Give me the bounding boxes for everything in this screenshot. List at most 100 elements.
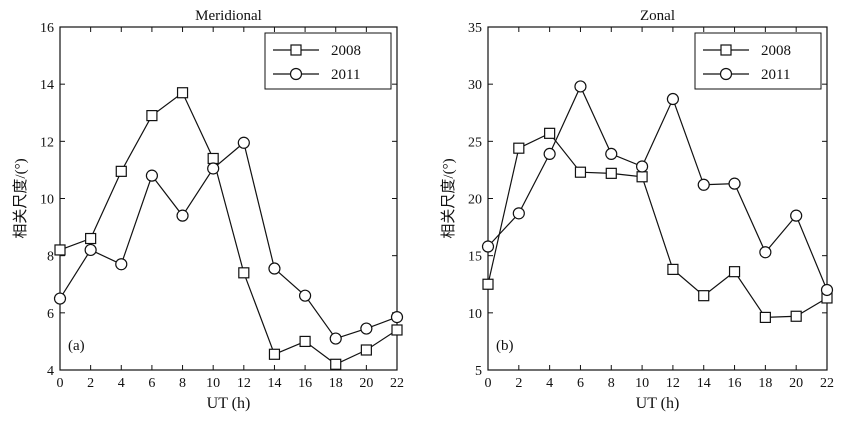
zonal-legend-label: 2008 <box>761 43 791 59</box>
zonal-y-tick-label: 20 <box>468 193 482 208</box>
meridional-x-tick-label: 22 <box>390 376 404 391</box>
zonal-series-2008-point <box>698 290 710 302</box>
zonal-series-2011-point <box>759 246 772 259</box>
meridional-series-2011-point <box>390 311 404 324</box>
meridional-series-2011-point <box>115 258 128 271</box>
meridional-x-tick-label: 14 <box>267 376 281 391</box>
meridional-series-2011-point <box>145 169 159 182</box>
zonal-series-2008-point <box>513 142 525 154</box>
meridional-x-tick-label: 0 <box>57 376 64 391</box>
zonal-x-tick-label: 8 <box>608 376 615 391</box>
meridional-series-2011-point <box>360 322 373 335</box>
zonal-x-tick-label: 18 <box>758 376 772 391</box>
meridional-series-2008-point <box>115 165 127 177</box>
zonal-series-2011-point <box>820 283 834 297</box>
meridional-y-tick-label: 6 <box>47 307 54 322</box>
meridional-series-2008-point <box>330 358 342 370</box>
meridional-legend: 2008 2011 <box>264 32 392 90</box>
zonal-series-2008-point <box>759 311 771 324</box>
meridional-legend-label: 2008 <box>331 43 361 59</box>
meridional-legend-swatch-marker <box>290 44 302 56</box>
meridional-ylabel: 相关尺度/(°) <box>12 158 29 238</box>
zonal-series-2011-line <box>487 85 828 291</box>
zonal-x-tick-label: 16 <box>728 376 742 391</box>
zonal-series-2011-point <box>728 177 741 190</box>
zonal-y-tick-label: 25 <box>468 135 482 150</box>
meridional-x-tick-label: 10 <box>206 376 220 391</box>
meridional-x-tick-label: 8 <box>179 376 186 391</box>
meridional-title: Meridional <box>195 8 262 24</box>
meridional-y-tick-label: 14 <box>40 78 54 93</box>
meridional-series-2011-point <box>207 162 220 175</box>
meridional-series-2008-point <box>238 267 250 279</box>
zonal-panel-tag: (b) <box>496 338 514 354</box>
zonal-series-2008-point <box>636 171 648 183</box>
meridional-x-tick-label: 2 <box>87 376 94 391</box>
zonal-series-2008-point <box>728 266 741 278</box>
meridional-legend-label: 2011 <box>331 67 360 83</box>
meridional-y-tick-label: 10 <box>40 193 54 208</box>
zonal-legend-swatch-marker <box>719 67 733 81</box>
meridional-x-tick-label: 18 <box>329 376 343 391</box>
zonal-legend-box <box>694 32 822 90</box>
meridional-series-2011-point <box>53 292 67 305</box>
zonal-series-2008-line <box>487 132 828 319</box>
meridional-y-tick-label: 4 <box>47 364 54 379</box>
meridional-series-2008-point <box>176 87 189 99</box>
meridional-series-2008-point <box>146 110 158 122</box>
zonal-series-2011-point <box>574 80 587 93</box>
zonal-y-tick-label: 10 <box>468 307 482 322</box>
meridional-series-2008-point <box>85 232 97 245</box>
meridional-legend-box <box>264 32 392 90</box>
meridional-series-2011-point <box>84 243 97 257</box>
zonal-series-2008-point <box>482 278 494 290</box>
zonal-series-2008-point <box>544 127 556 139</box>
meridional-series-2008-point <box>391 324 403 336</box>
zonal-y-tick-label: 35 <box>468 21 482 36</box>
meridional-y-tick-label: 16 <box>40 21 54 36</box>
meridional-series-2011-point <box>237 136 250 149</box>
zonal-x-tick-label: 4 <box>546 376 553 391</box>
meridional-series-2008-point <box>360 344 372 356</box>
zonal-x-tick-label: 20 <box>789 376 803 391</box>
zonal-title: Zonal <box>640 8 675 24</box>
zonal-series-2011-point <box>512 207 525 220</box>
zonal-legend: 2008 2011 <box>694 32 822 90</box>
zonal-x-tick-label: 10 <box>635 376 649 391</box>
zonal-series-2011-point <box>481 240 495 253</box>
zonal-series-2011-point <box>543 147 556 161</box>
meridional-y-tick-label: 8 <box>47 250 54 265</box>
zonal-x-tick-label: 2 <box>515 376 522 391</box>
zonal-y-tick-label: 5 <box>475 364 482 379</box>
meridional-x-tick-label: 20 <box>359 376 373 391</box>
meridional-legend-swatch-marker <box>289 67 303 81</box>
zonal-series-2008-point <box>667 263 679 275</box>
zonal-xlabel: UT (h) <box>636 395 680 412</box>
meridional-series-2011-line <box>59 141 398 340</box>
zonal-panel: Zonal UT (h) 相关尺度/(°) (b) 0 2 4 6 8 10 12 14 16 1… <box>440 8 834 412</box>
zonal-x-tick-label: 6 <box>577 376 584 391</box>
zonal-y-tick-label: 15 <box>468 250 482 265</box>
zonal-x-tick-label: 12 <box>666 376 680 391</box>
meridional-series-2011-point <box>329 332 342 345</box>
zonal-y-tick-label: 30 <box>468 78 482 93</box>
meridional-series-2008-point <box>299 335 311 348</box>
zonal-x-tick-label: 0 <box>485 376 492 391</box>
meridional-panel-tag: (a) <box>68 338 85 354</box>
meridional-x-tick-label: 16 <box>298 376 312 391</box>
zonal-series-2011-point <box>635 160 649 173</box>
zonal-series-2011-point <box>697 178 710 191</box>
zonal-series-2011-point <box>790 209 803 222</box>
meridional-series-2011-point <box>176 209 189 222</box>
zonal-series-2008-point <box>605 167 617 179</box>
meridional-panel: Meridional UT (h) 相关尺度/(°) (a) 0 2 4 6 8 10 12… <box>12 8 404 412</box>
meridional-series-2008-point <box>54 244 66 256</box>
zonal-series-2008-point <box>574 166 587 178</box>
zonal-legend-label: 2011 <box>761 67 790 83</box>
meridional-xlabel: UT (h) <box>207 395 251 412</box>
meridional-series-2011-point <box>268 262 281 275</box>
zonal-ylabel: 相关尺度/(°) <box>440 158 457 238</box>
zonal-series-2011-point <box>605 147 618 161</box>
meridional-x-tick-label: 12 <box>237 376 251 391</box>
